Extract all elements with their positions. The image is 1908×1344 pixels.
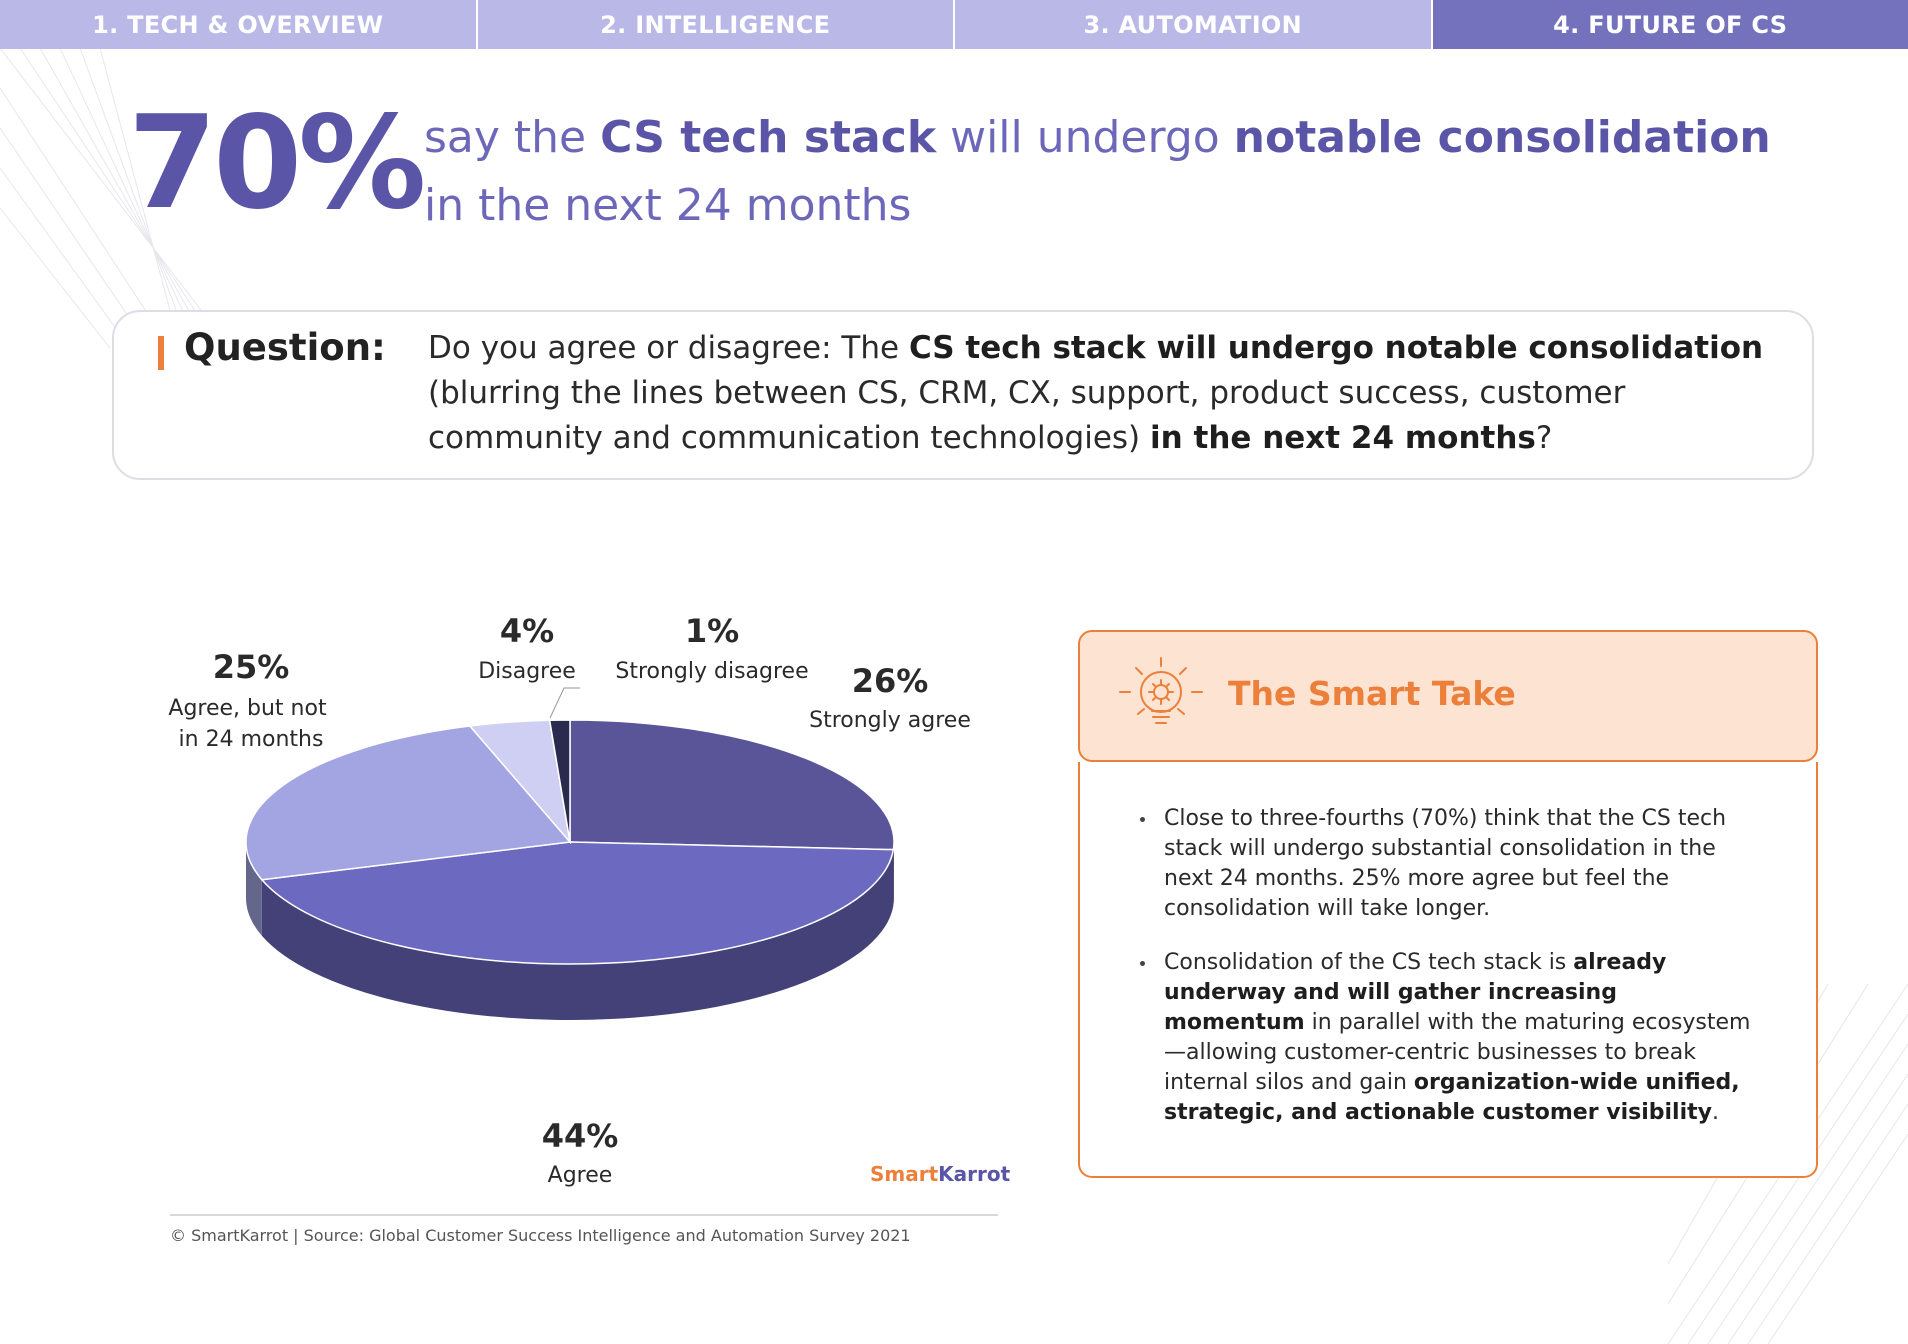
tab-automation[interactable]: 3. AUTOMATION [955,0,1433,49]
logo-part: Karrot [938,1162,1011,1186]
smart-take-bullet-2: Consolidation of the CS tech stack is al… [1140,948,1754,1128]
question-text: Do you agree or disagree: The CS tech st… [428,326,1778,461]
pie-labels: 26% Strongly agree 44% Agree 25% Agree, … [168,612,970,1188]
headline-part: say the [424,112,601,163]
slice-pct-strongly-agree: 26% [852,662,929,700]
pie-slice-agree [260,841,895,965]
slice-label-strongly-agree: Strongly agree [809,708,971,733]
slice-label-line: Agree, but not [168,696,327,721]
tab-tech-overview[interactable]: 1. TECH & OVERVIEW [0,0,478,49]
headline-line-2: in the next 24 months [424,180,912,231]
slice-pct-agree: 44% [542,1117,619,1155]
pie-side-agree [261,849,894,1020]
smart-take-list: Close to three-fourths (70%) think that … [1080,762,1816,1128]
source-note: © SmartKarrot | Source: Global Customer … [170,1226,911,1245]
question-label: Question: [184,326,386,369]
section-nav: 1. TECH & OVERVIEW 2. INTELLIGENCE 3. AU… [0,0,1908,49]
bullet-part: . [1711,1100,1719,1125]
smart-take-title: The Smart Take [1228,674,1516,713]
headline-line-1: say the CS tech stack will undergo notab… [424,104,1771,172]
bullet-part: Consolidation of the CS tech stack is [1164,950,1574,975]
lightbulb-gear-icon [1119,657,1203,724]
slice-pct-disagree: 4% [500,612,554,650]
headline-text: say the CS tech stack will undergo notab… [424,104,1771,240]
slice-label-agree-not-24: Agree, but not in 24 months [168,696,333,752]
smart-take-bullet-1: Close to three-fourths (70%) think that … [1140,804,1754,924]
headline-part: will undergo [936,112,1234,163]
question-bold: in the next 24 months [1150,420,1536,456]
slice-label-line: in 24 months [179,727,324,752]
pie-chart: 26% Strongly agree 44% Agree 25% Agree, … [168,612,970,1188]
question-box: Question: Do you agree or disagree: The … [112,310,1814,480]
pie-sides [246,842,894,1020]
tab-future-of-cs[interactable]: 4. FUTURE OF CS [1432,0,1908,49]
leader-line [549,687,580,719]
slice-pct-agree-not-24: 25% [213,648,290,686]
slice-pct-strongly-disagree: 1% [685,612,739,650]
pie-slice-agree-but-not-in-24-months [245,725,572,881]
headline-bold: CS tech stack [600,112,937,163]
smart-take-body: Close to three-fourths (70%) think that … [1078,762,1818,1178]
question-part: Do you agree or disagree: The [428,330,909,366]
headline-bold: notable consolidation [1233,112,1771,163]
smartkarrot-logo: SmartKarrot [870,1162,1010,1186]
logo-part: Smart [870,1162,939,1186]
smart-take-header: The Smart Take [1078,630,1818,762]
question-bold: CS tech stack will undergo notable conso… [908,330,1764,366]
slice-label-agree: Agree [548,1163,613,1188]
pie-side-agree-but-not-in-24-months [246,842,262,936]
pie-top [245,719,895,965]
slice-label-strongly-disagree: Strongly disagree [615,659,808,684]
question-part: ? [1535,420,1553,456]
pie-side-strongly-agree [893,842,894,906]
slice-label-disagree: Disagree [478,659,576,684]
bullet-bold: already underway and will gather increas… [1164,950,1667,1035]
bullet-part: in parallel with the maturing ecosystem—… [1164,1010,1751,1095]
tab-intelligence[interactable]: 2. INTELLIGENCE [477,0,955,49]
pie-slice-strongly-agree [569,719,895,851]
question-part: (blurring the lines between CS, CRM, CX,… [428,375,1626,456]
pie-slice-strongly-disagree [548,719,571,843]
source-divider [170,1214,998,1216]
bullet-bold: organization-wide unified, strategic, an… [1164,1070,1740,1125]
headline-stat: 70% [128,89,426,238]
question-accent-bar [158,336,164,370]
